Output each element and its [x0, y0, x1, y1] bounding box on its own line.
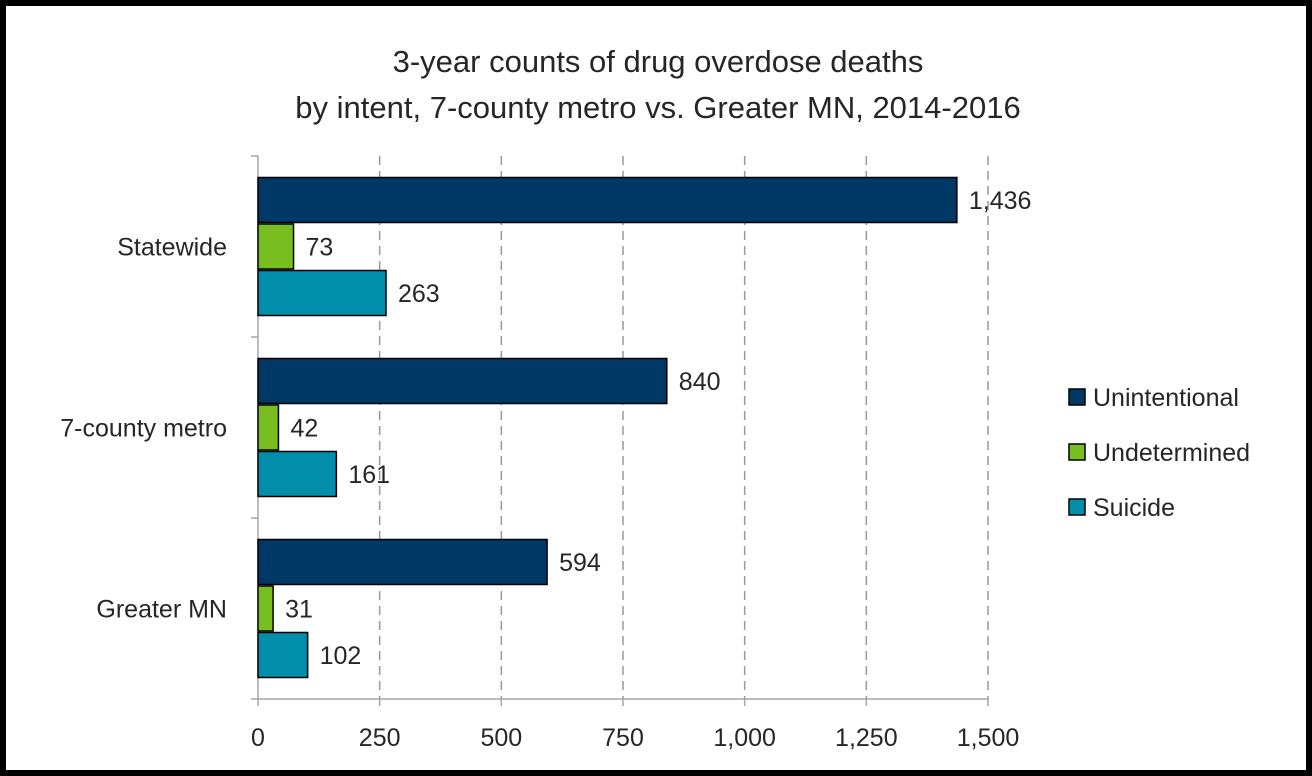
- bar-undetermined-statewide: [257, 223, 295, 270]
- data-label: 840: [679, 368, 721, 396]
- bar-suicide-7-county-metro: [257, 450, 338, 498]
- axes: [251, 155, 989, 706]
- bar-unintentional-greater-mn: [257, 538, 548, 586]
- legend: Unintentional Undetermined Suicide: [1068, 384, 1250, 522]
- x-tick-label: 1,000: [713, 724, 776, 752]
- x-tick-label: 1,500: [957, 724, 1020, 752]
- category-label: 7-county metro: [60, 415, 227, 443]
- legend-label-suicide: Suicide: [1093, 494, 1175, 522]
- x-tick-label: 500: [480, 724, 522, 752]
- bar-unintentional-7-county-metro: [257, 357, 668, 405]
- category-labels: Statewide 7-county metro Greater MN: [60, 234, 227, 624]
- bar-suicide-greater-mn: [257, 631, 309, 679]
- data-label: 263: [398, 280, 440, 308]
- legend-swatch-undetermined: [1068, 443, 1086, 461]
- x-tick-label: 0: [251, 724, 265, 752]
- x-tick-label: 750: [602, 724, 644, 752]
- category-label: Statewide: [117, 234, 227, 262]
- bar-undetermined-7-county-metro: [257, 404, 280, 451]
- data-label: 594: [559, 549, 601, 577]
- x-tick-label: 250: [359, 724, 401, 752]
- bar-suicide-statewide: [257, 269, 387, 317]
- bar-undetermined-greater-mn: [257, 585, 274, 632]
- bars: [257, 176, 958, 679]
- data-label: 31: [285, 596, 313, 624]
- data-label: 73: [306, 234, 334, 262]
- data-label: 161: [348, 461, 390, 489]
- legend-swatch-suicide: [1068, 498, 1086, 516]
- gridlines: [378, 156, 989, 699]
- bar-unintentional-statewide: [257, 176, 958, 224]
- x-tick-labels: 0 250 500 750 1,000 1,250 1,500: [251, 724, 1019, 752]
- legend-label-undetermined: Undetermined: [1093, 439, 1250, 467]
- data-label: 1,436: [969, 187, 1032, 215]
- data-label: 42: [290, 415, 318, 443]
- chart-subtitle: by intent, 7-county metro vs. Greater MN…: [295, 90, 1020, 125]
- chart-title: 3-year counts of drug overdose deaths: [393, 44, 924, 79]
- bar-chart: 3-year counts of drug overdose deaths by…: [60, 44, 1250, 752]
- legend-label-unintentional: Unintentional: [1093, 384, 1239, 412]
- x-tick-label: 1,250: [835, 724, 898, 752]
- category-label: Greater MN: [96, 596, 227, 624]
- legend-swatch-unintentional: [1068, 388, 1086, 406]
- data-label: 102: [320, 642, 362, 670]
